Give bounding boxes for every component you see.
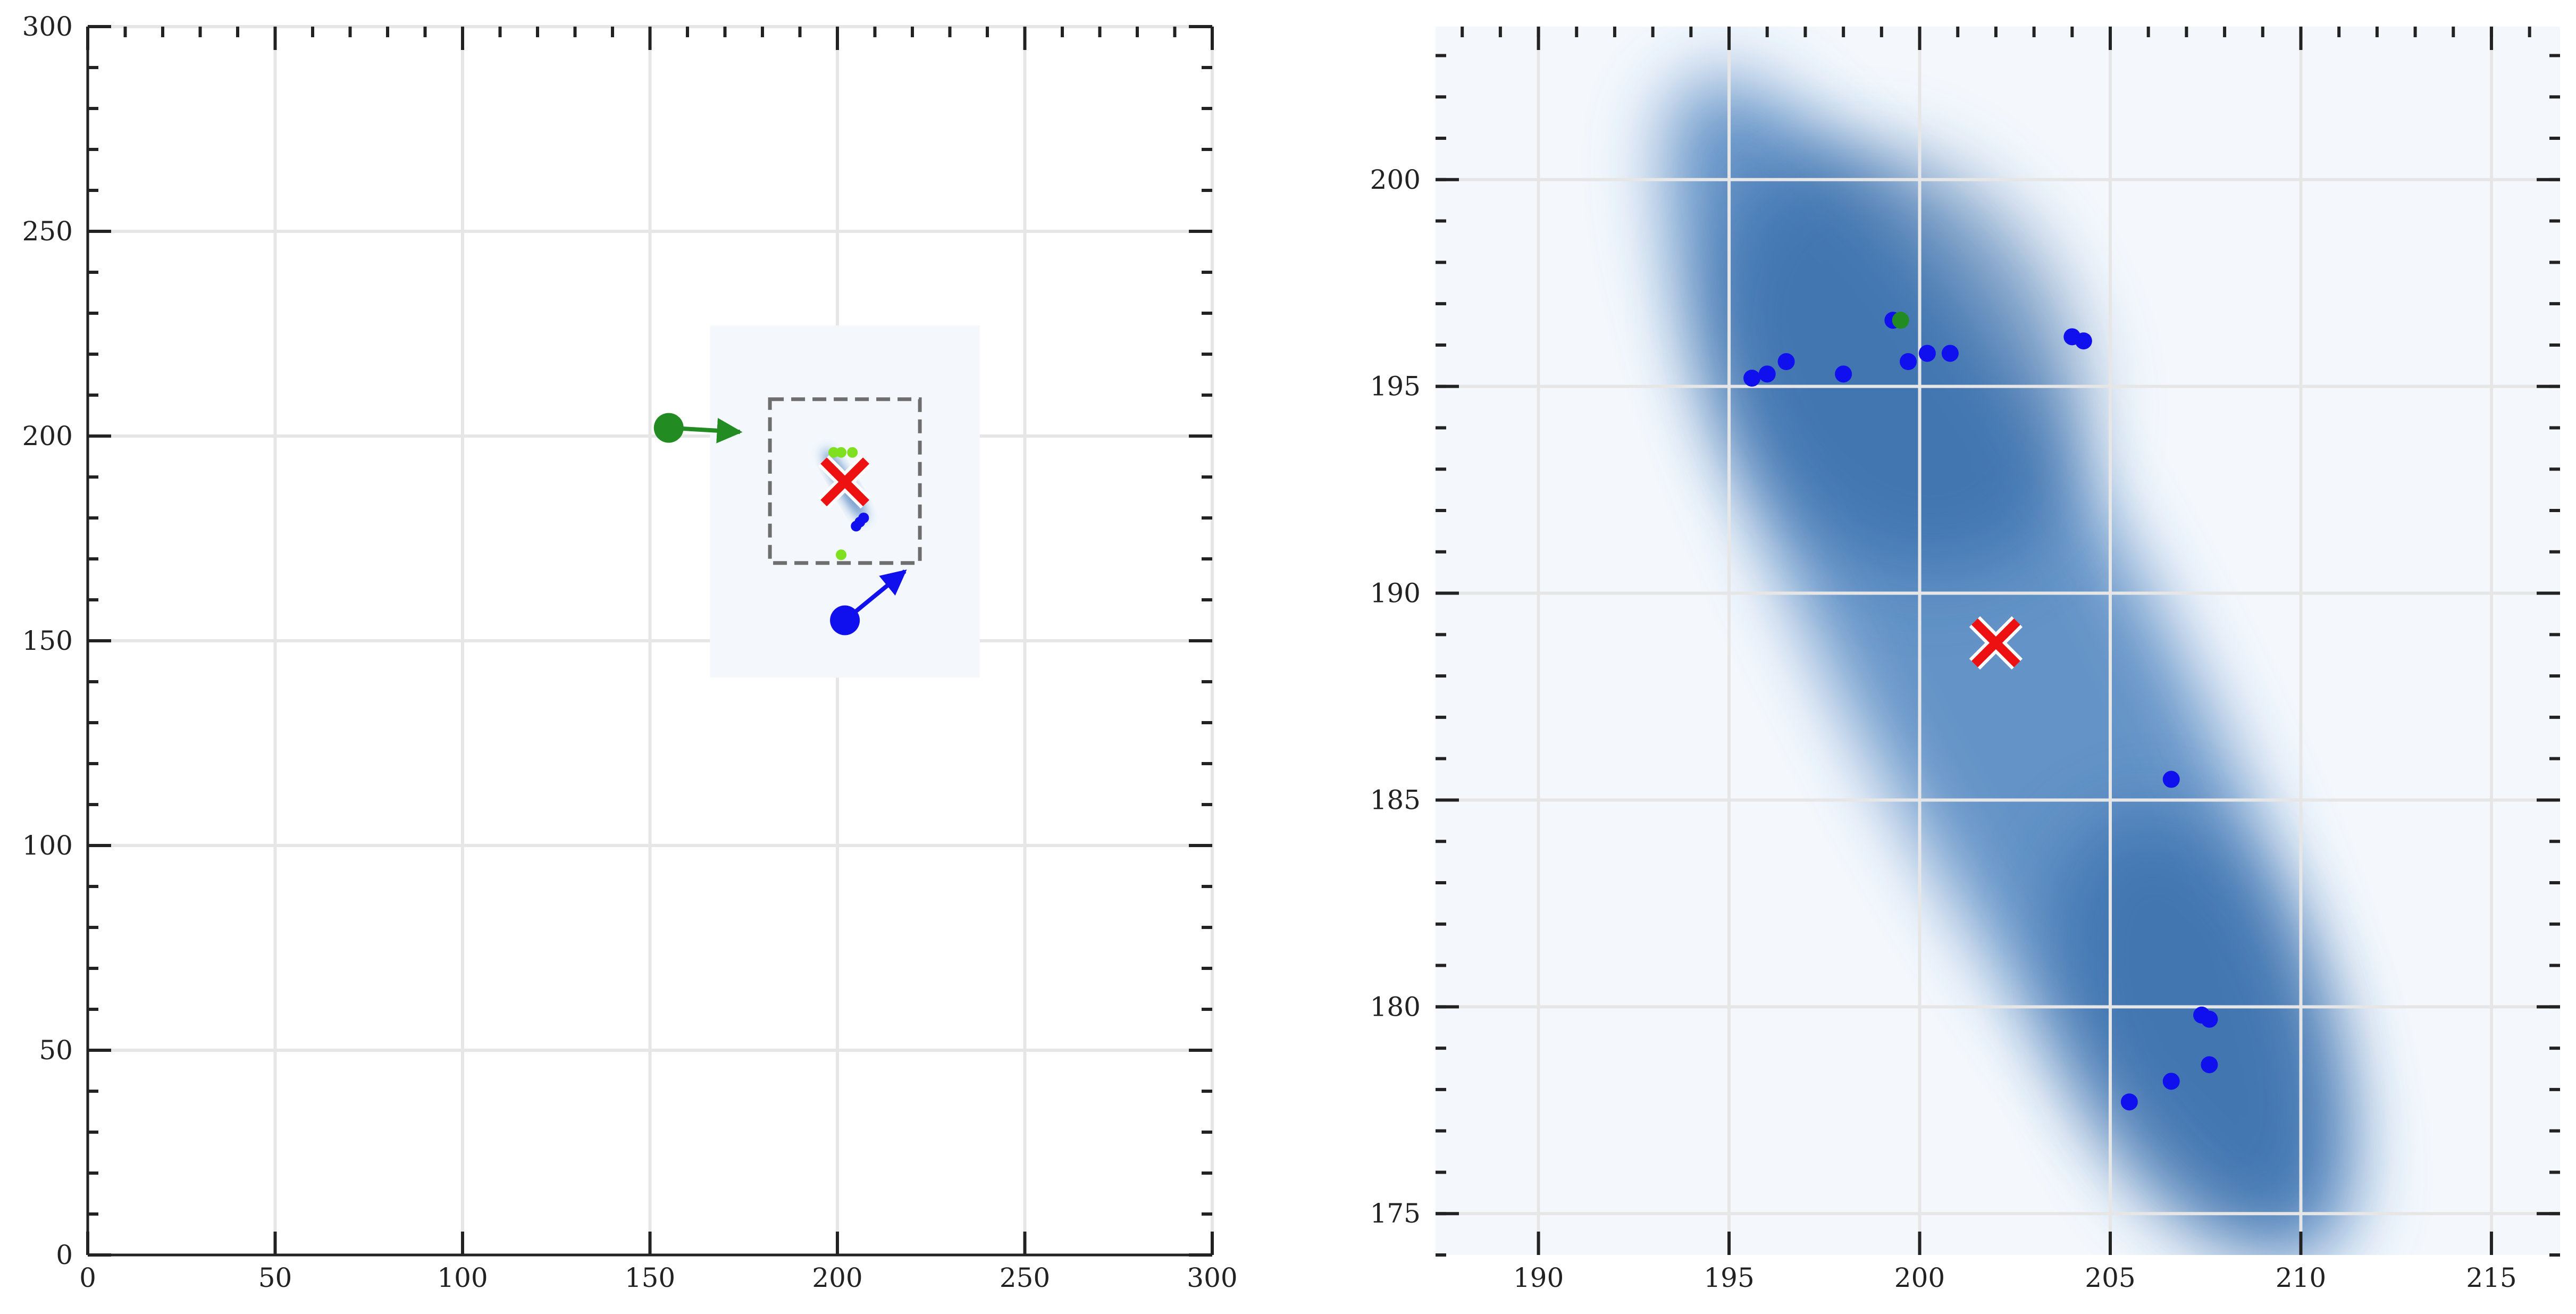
blue-point <box>2120 1093 2138 1111</box>
x-tick-label: 250 <box>1000 1262 1050 1293</box>
y-tick-label: 250 <box>22 216 73 247</box>
lime-point <box>847 447 858 458</box>
x-tick-label: 50 <box>258 1262 292 1293</box>
x-tick-label: 100 <box>437 1262 488 1293</box>
y-tick-label: 200 <box>1370 164 1421 195</box>
estimate-cross-marker <box>820 457 870 507</box>
zoom-region-box <box>768 397 922 565</box>
blue-point <box>1900 353 1917 370</box>
y-tick-label: 195 <box>1370 371 1421 402</box>
left-marks <box>653 397 922 635</box>
blue-point <box>1758 365 1776 383</box>
blue-point <box>1918 345 1936 362</box>
density-peak-upper <box>1708 149 2086 574</box>
blue-point <box>2162 1073 2180 1090</box>
right-axes: 190 195 200 205 210 215 175 180 185 190 195 200 <box>1370 27 2560 1293</box>
y-tick-label: 200 <box>22 421 73 451</box>
right-grid <box>1436 27 2560 1255</box>
y-tick-label: 185 <box>1370 784 1421 815</box>
x-tick-label: 300 <box>1187 1262 1237 1293</box>
overview-panel: 0 50 100 150 200 250 300 0 50 100 150 200 250 300 <box>22 11 1238 1293</box>
x-tick-label: 195 <box>1704 1262 1754 1293</box>
x-tick-label: 210 <box>2276 1262 2326 1293</box>
blue-point <box>1941 345 1959 362</box>
y-tick-label: 180 <box>1370 991 1421 1022</box>
x-tick-label: 215 <box>2466 1262 2516 1293</box>
blue-start-point <box>830 605 860 635</box>
green-start-point <box>653 413 684 443</box>
x-tick-label: 200 <box>1894 1262 1945 1293</box>
x-tick-label: 200 <box>812 1262 862 1293</box>
blue-point <box>1743 370 1761 387</box>
y-tick-label: 190 <box>1370 578 1421 609</box>
green-point <box>1892 312 1909 329</box>
y-tick-label: 50 <box>39 1035 73 1066</box>
blue-point <box>2162 771 2180 788</box>
left-axes: 0 50 100 150 200 250 300 0 50 100 150 200 250 300 <box>22 11 1238 1293</box>
right-density-map <box>1436 27 2560 1255</box>
y-tick-label: 175 <box>1370 1198 1421 1229</box>
right-marks <box>1743 312 2218 1111</box>
x-tick-label: 190 <box>1513 1262 1564 1293</box>
blue-point <box>2075 332 2092 350</box>
x-tick-label: 0 <box>79 1262 96 1293</box>
y-tick-label: 150 <box>22 625 73 656</box>
lime-point <box>836 447 847 458</box>
left-grid <box>86 25 1214 1257</box>
blue-point <box>858 513 869 523</box>
estimate-cross-marker <box>1971 618 2020 667</box>
blue-point <box>851 521 862 532</box>
blue-point <box>1777 353 1795 370</box>
blue-point <box>2201 1010 2218 1028</box>
blue-point <box>1835 365 1852 383</box>
density-peak-lower <box>2052 813 2337 1242</box>
blue-point <box>2201 1056 2218 1074</box>
y-tick-label: 0 <box>56 1240 73 1270</box>
x-tick-label: 205 <box>2085 1262 2135 1293</box>
x-tick-label: 150 <box>625 1262 675 1293</box>
lime-point <box>828 447 839 458</box>
zoom-panel: 190 195 200 205 210 215 175 180 185 190 195 200 <box>1370 27 2560 1293</box>
lime-point <box>836 549 847 560</box>
y-tick-label: 300 <box>22 11 73 42</box>
y-tick-label: 100 <box>22 830 73 861</box>
